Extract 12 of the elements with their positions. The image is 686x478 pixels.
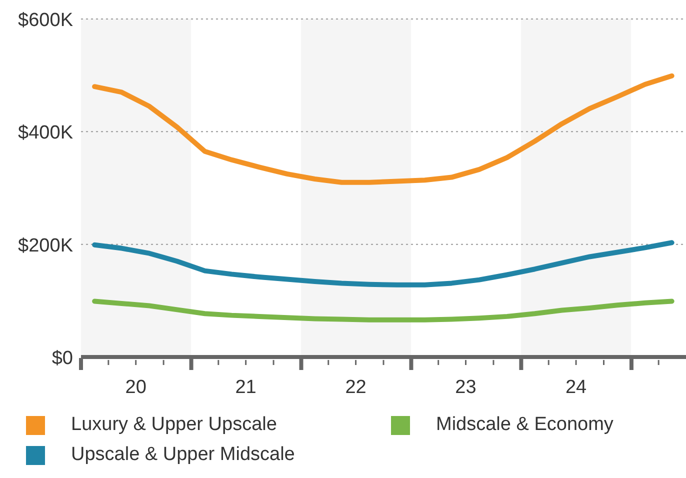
y-tick-label: $0	[52, 348, 73, 369]
legend-label: Luxury & Upper Upscale	[71, 414, 277, 436]
y-tick-label: $600K	[18, 10, 74, 31]
legend-label: Upscale & Upper Midscale	[71, 444, 295, 466]
x-tick-label: 24	[565, 377, 588, 398]
x-tick-label: 22	[345, 377, 366, 398]
x-tick-label: 23	[455, 377, 476, 398]
legend-label: Midscale & Economy	[436, 414, 614, 436]
x-tick-label: 20	[125, 377, 146, 398]
y-tick-label: $200K	[18, 235, 74, 256]
y-tick-label: $400K	[18, 122, 74, 144]
x-tick-label: 21	[235, 377, 256, 398]
